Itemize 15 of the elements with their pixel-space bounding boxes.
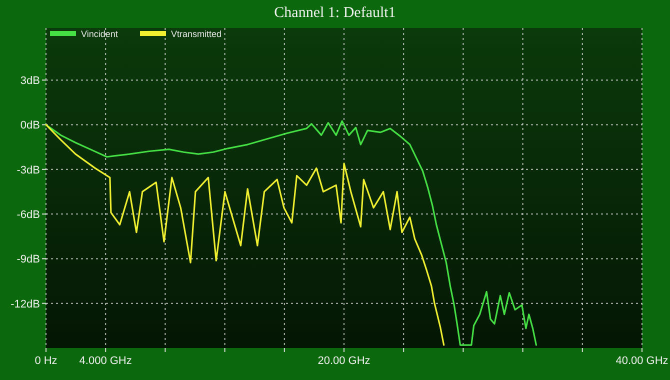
chart-title: Channel 1: Default1 [274,5,396,21]
x-tick-label: 20.00 GHz [318,355,370,367]
y-tick-label: 3dB [20,75,40,88]
y-tick-label: -9dB [16,254,40,266]
x-tick-label: 4.000 GHz [79,355,132,367]
legend-label: Vincident [81,29,118,39]
y-tick-label: -12dB [10,298,40,310]
line-series [45,120,538,346]
x-tick-label: 40.00 GHz [616,355,668,367]
y-tick-label: 0dB [20,120,40,132]
line-series [45,124,445,346]
x-tick-label: 0 Hz [34,355,58,367]
y-tick-label: -3dB [16,164,40,176]
legend-label: Vtransmitted [171,29,222,39]
y-tick-label: -6dB [16,209,40,222]
